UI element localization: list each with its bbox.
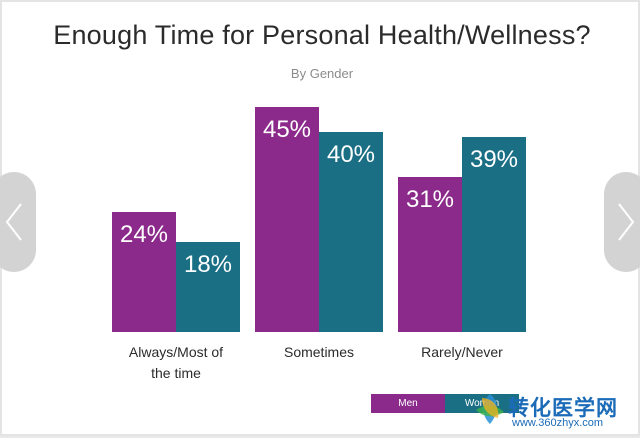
chart-title: Enough Time for Personal Health/Wellness… <box>53 20 591 50</box>
data-label-women-1: 18% <box>184 251 232 278</box>
bar-men-1 <box>112 212 176 332</box>
bar-women-1 <box>176 242 240 332</box>
data-label-women-2: 40% <box>327 141 375 168</box>
chevron-left-icon <box>5 203 22 241</box>
category-label-2: Sometimes <box>284 344 354 360</box>
data-label-men-1: 24% <box>120 221 168 248</box>
data-label-men-3: 31% <box>406 186 454 213</box>
chevron-right-icon <box>618 203 635 241</box>
bar-women-3 <box>462 137 526 332</box>
category-label-1: the time <box>151 365 201 381</box>
watermark-url: www.360zhyx.com <box>512 417 604 429</box>
bar-men-2 <box>255 107 319 332</box>
chart-subtitle: By Gender <box>290 66 354 81</box>
legend-item-women: Women <box>445 394 519 413</box>
legend-item-men: Men <box>371 394 445 413</box>
bar-men-3 <box>398 177 462 332</box>
category-label-3: Rarely/Never <box>421 344 503 360</box>
previous-slide-button[interactable] <box>0 172 36 272</box>
chart-legend: Men Women <box>371 394 519 413</box>
watermark-logo-icon <box>476 394 504 424</box>
watermark: 转化医学网 www.360zhyx.com <box>470 388 640 434</box>
bar-women-2 <box>319 132 383 332</box>
category-label-1: Always/Most of <box>129 344 223 360</box>
watermark-text: 转化医学网 <box>508 397 618 420</box>
next-slide-button[interactable] <box>604 172 640 272</box>
data-label-men-2: 45% <box>263 116 311 143</box>
data-label-women-3: 39% <box>470 146 518 173</box>
